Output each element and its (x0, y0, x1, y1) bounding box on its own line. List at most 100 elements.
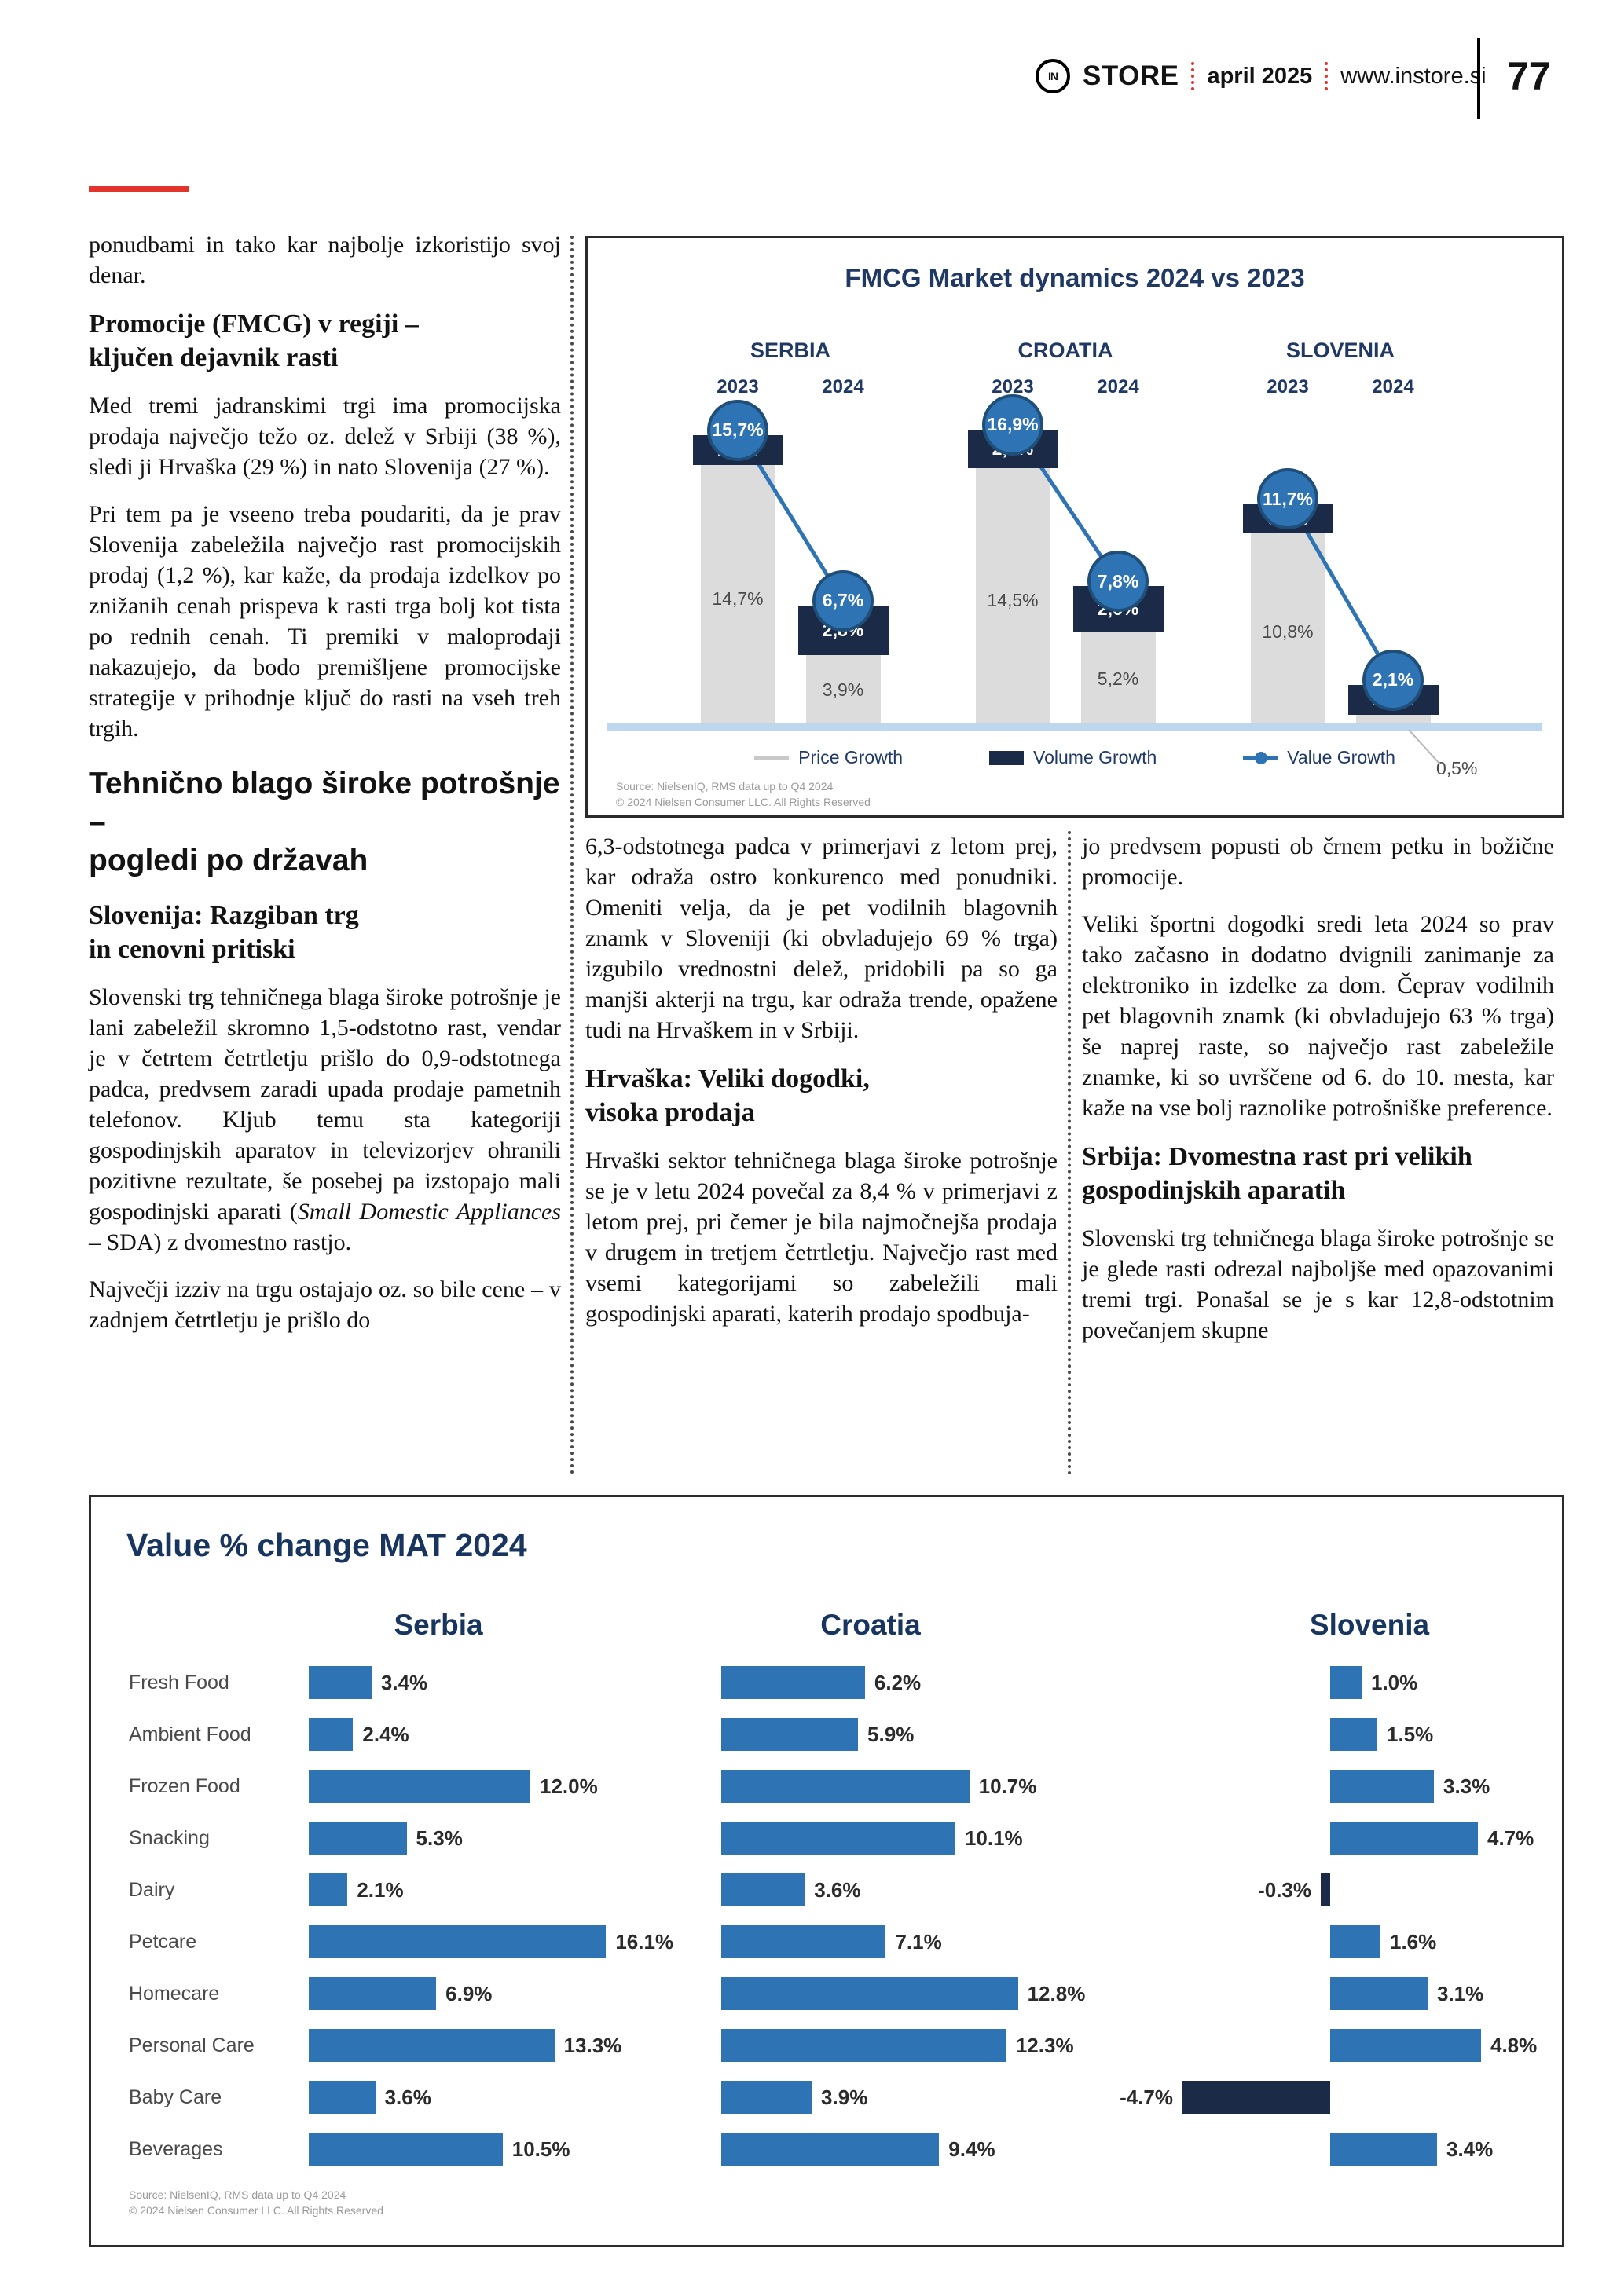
page-header: IN STORE april 2025 www.instore.si (1036, 59, 1487, 93)
bar-value-label: 12.0% (540, 1774, 598, 1798)
bar-value-label: 12.3% (1015, 2034, 1074, 2057)
bar-positive (721, 2029, 1006, 2062)
header-dotted-divider (1191, 62, 1195, 90)
bar-value-label: 2.4% (362, 1723, 409, 1746)
price-growth-bar (1080, 632, 1156, 723)
column-separator (1068, 831, 1071, 1475)
bar-value-label: 3.6% (814, 1878, 861, 1902)
year-label: 2023 (992, 376, 1034, 397)
bar-positive (721, 2081, 812, 2114)
bar-positive (1330, 2029, 1481, 2062)
chart-title: Value % change MAT 2024 (126, 1527, 527, 1563)
paragraph: Hrvaški sektor tehničnega blaga široke p… (585, 1148, 1058, 1327)
bar-value-label: 3.4% (380, 1671, 428, 1694)
legend-item: Value Growth (1243, 747, 1395, 768)
legend-swatch (989, 750, 1025, 765)
subheading-slovenija: Slovenija: Razgiban trg in cenovni priti… (89, 901, 359, 964)
paragraph: Veliki športni dogodki sredi leta 2024 s… (1082, 911, 1554, 1121)
issue-date: april 2025 (1207, 63, 1313, 89)
article-column-2: 6,3-odstotnega padca v primerjavi z leto… (585, 831, 1058, 1346)
bar-value-label: 3.4% (1446, 2137, 1494, 2161)
bar-positive (721, 1666, 865, 1699)
bar-value-label: 13.3% (563, 2034, 622, 2057)
legend-label: Price Growth (798, 747, 904, 767)
panel-header-slovenia: Slovenia (1309, 1609, 1430, 1641)
axis-baseline (607, 723, 1542, 731)
bar-positive (309, 2029, 555, 2062)
paragraph: Pri tem pa je vseeno treba poudariti, da… (89, 501, 561, 742)
value-growth-marker: 16,9% (982, 394, 1043, 456)
bar-positive (721, 1925, 886, 1958)
price-growth-bar (1355, 714, 1431, 723)
bar-positive (721, 1822, 955, 1855)
bar-positive (309, 1718, 354, 1751)
bar-value-label: 10.7% (978, 1774, 1037, 1798)
article-column-1: ponudbami in tako kar najbolje izkoristi… (89, 229, 561, 1352)
paragraph: jo predvsem popusti ob črnem petku in bo… (1082, 833, 1554, 890)
bar-value-label: 1.6% (1390, 1930, 1437, 1954)
bar-positive (309, 2081, 376, 2114)
bar-value-label: 12.8% (1027, 1982, 1086, 2005)
bar-value-label: 16.1% (615, 1930, 674, 1954)
legend-label: Volume Growth (1033, 747, 1157, 767)
paragraph-text: Slovenski trg tehničnega blaga široke po… (89, 984, 561, 1225)
subheading-srbija: Srbija: Dvomestna rast pri velikih gospo… (1082, 1142, 1472, 1205)
value-growth-marker: 2,1% (1362, 649, 1424, 711)
column-separator (570, 236, 574, 1475)
chart-title: FMCG Market dynamics 2024 vs 2023 (845, 263, 1305, 292)
bar-negative (1321, 1873, 1330, 1906)
bar-value-label: 1.0% (1371, 1671, 1418, 1694)
category-label: Snacking (129, 1827, 210, 1849)
category-label: Beverages (129, 2138, 223, 2160)
bar-value-label: 5.3% (416, 1826, 463, 1850)
category-label: Ambient Food (129, 1723, 251, 1745)
italic-term: Small Domestic Appliances (297, 1199, 562, 1225)
bar-value-label: 3.3% (1443, 1774, 1490, 1798)
bar-positive (1330, 1770, 1434, 1803)
bar-value-label: 5.9% (867, 1723, 915, 1746)
section-heading-tehnicno-blago: Tehnično blago široke potrošnje – pogled… (89, 767, 560, 877)
paragraph: 6,3-odstotnega padca v primerjavi z leto… (585, 833, 1058, 1043)
subheading-hrvaska: Hrvaška: Veliki dogodki, visoka prodaja (585, 1064, 870, 1127)
category-label: Dairy (129, 1879, 175, 1901)
chart-source: Source: NielsenIQ, RMS data up to Q4 202… (616, 778, 871, 810)
legend-item: Volume Growth (989, 747, 1157, 768)
year-label: 2023 (717, 376, 759, 397)
bar-positive (309, 1666, 372, 1699)
bar-value-label: 3.9% (821, 2085, 868, 2109)
value-growth-marker: 11,7% (1257, 468, 1318, 530)
category-label: Fresh Food (129, 1672, 229, 1694)
group-label: SERBIA (750, 339, 830, 362)
page-number: 77 (1507, 54, 1551, 98)
bar-value-label: 3.6% (384, 2085, 431, 2109)
panel-header-serbia: Serbia (394, 1609, 483, 1641)
price-growth-bar (805, 654, 881, 723)
paragraph: ponudbami in tako kar najbolje izkoristi… (89, 232, 561, 288)
bar-value-label: -4.7% (1120, 2085, 1173, 2109)
year-label: 2023 (1267, 376, 1309, 397)
price-growth-label: 0,5% (1436, 758, 1478, 778)
bar-value-label: 4.7% (1487, 1826, 1534, 1850)
bar-value-label: 6.9% (445, 1982, 493, 2005)
year-label: 2024 (1372, 376, 1414, 397)
bar-positive (1330, 1822, 1478, 1855)
bar-positive (721, 1977, 1018, 2010)
price-growth-label: 10,8% (1262, 621, 1314, 642)
source-line: Source: NielsenIQ, RMS data up to Q4 202… (616, 780, 834, 793)
bar-positive (309, 1822, 407, 1855)
source-line: © 2024 Nielsen Consumer LLC. All Rights … (616, 796, 871, 808)
paragraph: Slovenski trg tehničnega blaga široke po… (89, 982, 561, 1258)
brand-title: STORE (1083, 60, 1179, 91)
instore-logo-icon: IN (1036, 59, 1070, 93)
source-line: © 2024 Nielsen Consumer LLC. All Rights … (129, 2204, 383, 2217)
bar-positive (1330, 1977, 1428, 2010)
category-label: Baby Care (129, 2086, 222, 2108)
bar-value-label: 2.1% (357, 1878, 404, 1902)
year-label: 2024 (822, 376, 864, 397)
bar-value-label: 4.8% (1490, 2034, 1538, 2057)
bar-positive (309, 1873, 348, 1906)
legend-label: Value Growth (1287, 747, 1395, 767)
category-label: Petcare (129, 1931, 197, 1953)
bar-positive (721, 1770, 970, 1803)
